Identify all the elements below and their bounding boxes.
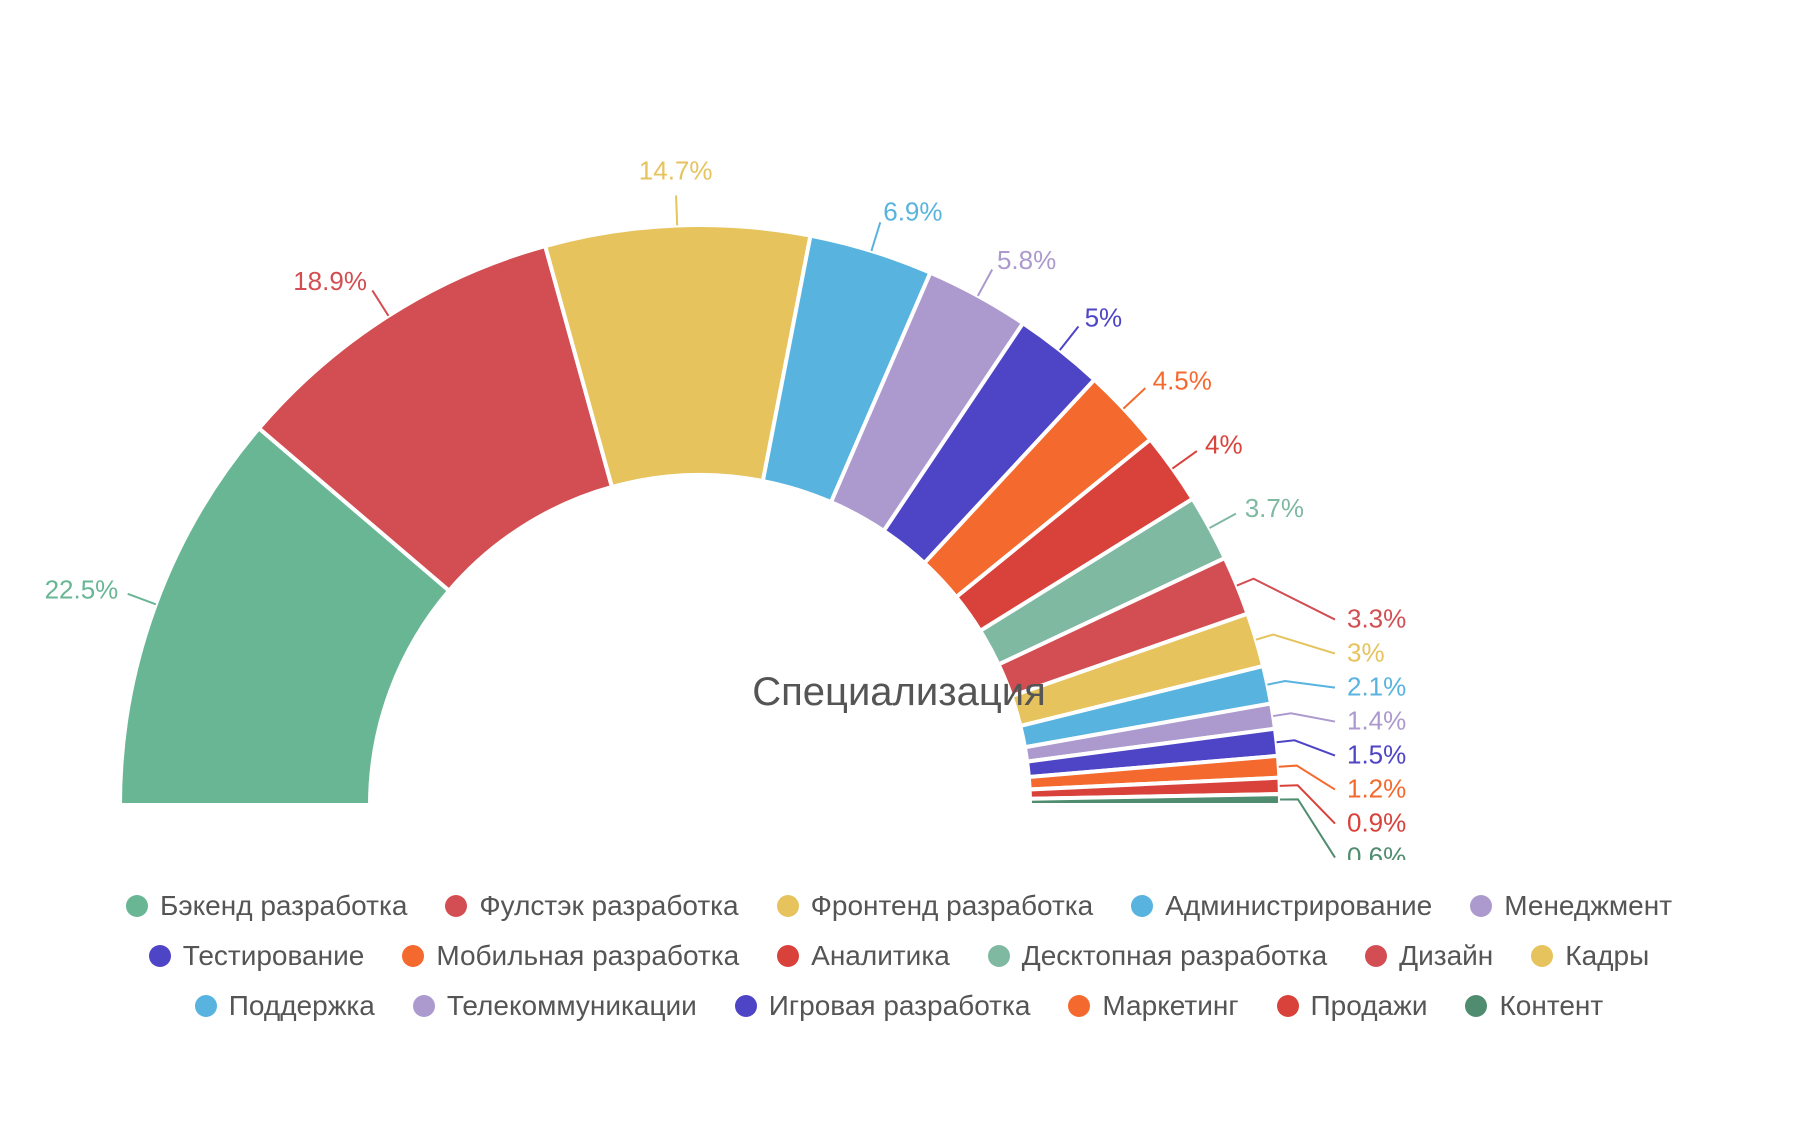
- slice-label: 1.2%: [1347, 774, 1406, 804]
- legend-item[interactable]: Менеджмент: [1470, 890, 1672, 922]
- legend-item[interactable]: Кадры: [1531, 940, 1649, 972]
- legend-swatch: [126, 895, 148, 917]
- slice-label: 4%: [1205, 429, 1243, 459]
- legend-item[interactable]: Аналитика: [777, 940, 950, 972]
- slice-leader: [1172, 451, 1196, 468]
- slice-leader: [1273, 713, 1335, 721]
- slice-label: 3%: [1347, 638, 1385, 668]
- legend-label: Фронтенд разработка: [811, 890, 1094, 922]
- legend-label: Контент: [1499, 990, 1603, 1022]
- legend-swatch: [988, 945, 1010, 967]
- slice-label: 14.7%: [639, 155, 713, 185]
- legend: Бэкенд разработка Фулстэк разработка Фронт…: [0, 890, 1798, 1022]
- legend-swatch: [777, 945, 799, 967]
- legend-item[interactable]: Администрирование: [1131, 890, 1432, 922]
- legend-item[interactable]: Игровая разработка: [735, 990, 1031, 1022]
- slice-label: 0.9%: [1347, 808, 1406, 838]
- slice-leader: [1060, 327, 1079, 351]
- half-donut-chart: 22.5% 18.9% 14.7% 6.9% 5.8% 5% 4.5% 4% 3.7% 3.3% 3…: [0, 0, 1798, 860]
- legend-label: Мобильная разработка: [436, 940, 739, 972]
- legend-item[interactable]: Фронтенд разработка: [777, 890, 1094, 922]
- legend-label: Кадры: [1565, 940, 1649, 972]
- legend-swatch: [195, 995, 217, 1017]
- chart-container: 22.5% 18.9% 14.7% 6.9% 5.8% 5% 4.5% 4% 3.7% 3.3% 3…: [0, 0, 1798, 1138]
- legend-label: Менеджмент: [1504, 890, 1672, 922]
- slice-leader: [1237, 579, 1335, 620]
- legend-label: Маркетинг: [1102, 990, 1238, 1022]
- slice-label: 1.5%: [1347, 740, 1406, 770]
- legend-item[interactable]: Мобильная разработка: [402, 940, 739, 972]
- slice-leader: [1280, 785, 1335, 823]
- slice-label: 3.7%: [1245, 493, 1304, 523]
- legend-swatch: [1470, 895, 1492, 917]
- legend-swatch: [1277, 995, 1299, 1017]
- legend-item[interactable]: Телекоммуникации: [413, 990, 697, 1022]
- slice-leader: [871, 222, 880, 251]
- slice-label: 2.1%: [1347, 672, 1406, 702]
- legend-item[interactable]: Маркетинг: [1068, 990, 1238, 1022]
- legend-label: Телекоммуникации: [447, 990, 697, 1022]
- legend-label: Администрирование: [1165, 890, 1432, 922]
- legend-swatch: [413, 995, 435, 1017]
- legend-label: Аналитика: [811, 940, 950, 972]
- legend-item[interactable]: Дизайн: [1365, 940, 1493, 972]
- legend-swatch: [1131, 895, 1153, 917]
- legend-item[interactable]: Десктопная разработка: [988, 940, 1327, 972]
- chart-title: Специализация: [752, 670, 1045, 715]
- legend-swatch: [1068, 995, 1090, 1017]
- slice-label: 18.9%: [293, 266, 367, 296]
- slice-leader: [1280, 799, 1335, 857]
- legend-swatch: [445, 895, 467, 917]
- slice-label: 3.3%: [1347, 604, 1406, 634]
- legend-swatch: [735, 995, 757, 1017]
- legend-swatch: [1465, 995, 1487, 1017]
- legend-swatch: [402, 945, 424, 967]
- slice-label: 5.8%: [997, 245, 1056, 275]
- legend-item[interactable]: Фулстэк разработка: [445, 890, 738, 922]
- legend-label: Дизайн: [1399, 940, 1493, 972]
- slice-label: 4.5%: [1153, 365, 1212, 395]
- slice-label: 22.5%: [45, 574, 119, 604]
- legend-swatch: [149, 945, 171, 967]
- legend-label: Фулстэк разработка: [479, 890, 738, 922]
- slice-leader: [676, 195, 677, 225]
- legend-item[interactable]: Тестирование: [149, 940, 365, 972]
- legend-label: Игровая разработка: [769, 990, 1031, 1022]
- legend-swatch: [1365, 945, 1387, 967]
- slice-leader: [1210, 514, 1236, 528]
- legend-label: Поддержка: [229, 990, 375, 1022]
- slice-leader: [1267, 681, 1335, 688]
- slice-leader: [1256, 635, 1335, 654]
- slice-leader: [978, 270, 992, 296]
- slice-leader: [1123, 388, 1145, 409]
- legend-label: Десктопная разработка: [1022, 940, 1327, 972]
- legend-item[interactable]: Контент: [1465, 990, 1603, 1022]
- legend-item[interactable]: Поддержка: [195, 990, 375, 1022]
- slice-label: 6.9%: [883, 197, 942, 227]
- slice-label: 1.4%: [1347, 706, 1406, 736]
- slice-label: 0.6%: [1347, 842, 1406, 860]
- legend-item[interactable]: Продажи: [1277, 990, 1428, 1022]
- legend-swatch: [1531, 945, 1553, 967]
- legend-label: Бэкенд разработка: [160, 890, 407, 922]
- legend-item[interactable]: Бэкенд разработка: [126, 890, 407, 922]
- slice-label: 5%: [1085, 303, 1123, 333]
- slice-leader: [128, 594, 156, 604]
- legend-label: Продажи: [1311, 990, 1428, 1022]
- slice-leader: [1277, 740, 1335, 755]
- legend-label: Тестирование: [183, 940, 365, 972]
- slice-leader: [372, 290, 388, 315]
- legend-swatch: [777, 895, 799, 917]
